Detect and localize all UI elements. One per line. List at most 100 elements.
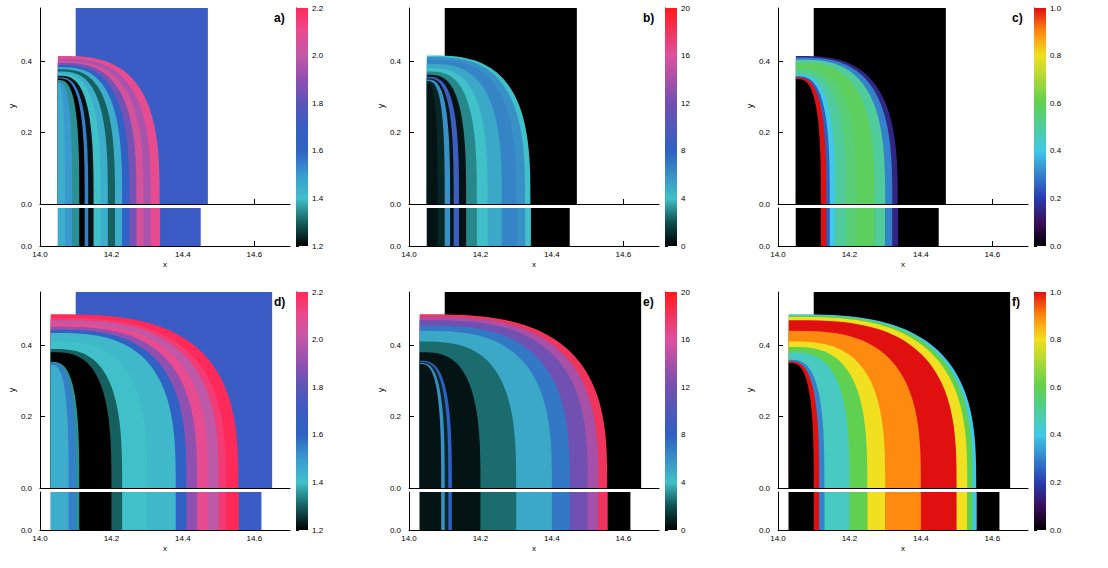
svg-text:0.4: 0.4 bbox=[21, 57, 33, 66]
svg-text:y: y bbox=[7, 103, 17, 108]
svg-text:c): c) bbox=[1012, 11, 1023, 25]
svg-text:16: 16 bbox=[681, 51, 690, 60]
svg-text:0.2: 0.2 bbox=[759, 412, 771, 421]
svg-text:x: x bbox=[163, 260, 167, 269]
svg-text:y: y bbox=[745, 103, 755, 108]
svg-text:14.0: 14.0 bbox=[770, 534, 786, 543]
svg-text:1.6: 1.6 bbox=[312, 430, 324, 439]
svg-text:14.0: 14.0 bbox=[770, 250, 786, 259]
svg-text:14.4: 14.4 bbox=[175, 534, 191, 543]
svg-text:14.0: 14.0 bbox=[32, 534, 48, 543]
svg-text:1.8: 1.8 bbox=[312, 383, 324, 392]
svg-text:0.4: 0.4 bbox=[390, 57, 402, 66]
svg-text:20: 20 bbox=[681, 288, 690, 297]
svg-text:14.4: 14.4 bbox=[544, 534, 560, 543]
svg-text:16: 16 bbox=[681, 335, 690, 344]
svg-text:0.6: 0.6 bbox=[1050, 99, 1062, 108]
svg-text:x: x bbox=[901, 260, 905, 269]
svg-text:f): f) bbox=[1012, 295, 1020, 309]
svg-text:14.4: 14.4 bbox=[913, 250, 929, 259]
svg-text:14.6: 14.6 bbox=[615, 250, 631, 259]
svg-text:14.2: 14.2 bbox=[842, 534, 858, 543]
svg-text:0.0: 0.0 bbox=[759, 526, 771, 535]
svg-text:0: 0 bbox=[681, 242, 686, 251]
svg-text:14.0: 14.0 bbox=[401, 250, 417, 259]
svg-text:0.4: 0.4 bbox=[390, 341, 402, 350]
svg-text:0.2: 0.2 bbox=[1050, 194, 1062, 203]
svg-text:0.0: 0.0 bbox=[390, 242, 402, 251]
svg-text:12: 12 bbox=[681, 99, 690, 108]
svg-text:0.0: 0.0 bbox=[21, 200, 33, 209]
svg-text:14.4: 14.4 bbox=[175, 250, 191, 259]
svg-text:14.0: 14.0 bbox=[401, 534, 417, 543]
svg-text:x: x bbox=[532, 260, 536, 269]
svg-text:a): a) bbox=[274, 11, 285, 25]
svg-text:d): d) bbox=[274, 295, 285, 309]
svg-text:14.2: 14.2 bbox=[473, 534, 489, 543]
svg-text:0.6: 0.6 bbox=[1050, 383, 1062, 392]
svg-text:0.0: 0.0 bbox=[21, 484, 33, 493]
svg-text:2.2: 2.2 bbox=[312, 288, 324, 297]
svg-text:14.6: 14.6 bbox=[984, 534, 1000, 543]
svg-text:1.4: 1.4 bbox=[312, 478, 324, 487]
svg-text:0.2: 0.2 bbox=[21, 128, 33, 137]
svg-text:0.4: 0.4 bbox=[21, 341, 33, 350]
svg-text:x: x bbox=[532, 544, 536, 553]
svg-text:14.4: 14.4 bbox=[544, 250, 560, 259]
svg-text:14.6: 14.6 bbox=[615, 534, 631, 543]
svg-text:0.0: 0.0 bbox=[1050, 242, 1062, 251]
svg-text:0.4: 0.4 bbox=[759, 341, 771, 350]
svg-text:0: 0 bbox=[681, 526, 686, 535]
svg-text:x: x bbox=[163, 544, 167, 553]
svg-text:14.2: 14.2 bbox=[104, 250, 120, 259]
svg-text:0.0: 0.0 bbox=[390, 484, 402, 493]
svg-text:2.2: 2.2 bbox=[312, 4, 324, 13]
svg-text:b): b) bbox=[643, 11, 654, 25]
svg-text:0.0: 0.0 bbox=[759, 484, 771, 493]
svg-text:y: y bbox=[7, 387, 17, 392]
svg-text:14.0: 14.0 bbox=[32, 250, 48, 259]
svg-text:0.0: 0.0 bbox=[759, 200, 771, 209]
svg-text:0.8: 0.8 bbox=[1050, 335, 1062, 344]
svg-text:14.6: 14.6 bbox=[984, 250, 1000, 259]
svg-text:2.0: 2.0 bbox=[312, 51, 324, 60]
svg-text:4: 4 bbox=[681, 194, 686, 203]
svg-text:0.4: 0.4 bbox=[1050, 146, 1062, 155]
svg-text:1.6: 1.6 bbox=[312, 146, 324, 155]
svg-text:14.2: 14.2 bbox=[473, 250, 489, 259]
svg-text:0.0: 0.0 bbox=[21, 242, 33, 251]
svg-text:0.2: 0.2 bbox=[1050, 478, 1062, 487]
svg-text:0.2: 0.2 bbox=[759, 128, 771, 137]
svg-text:0.2: 0.2 bbox=[21, 412, 33, 421]
svg-text:0.8: 0.8 bbox=[1050, 51, 1062, 60]
svg-text:1.8: 1.8 bbox=[312, 99, 324, 108]
svg-text:e): e) bbox=[643, 295, 654, 309]
svg-text:0.4: 0.4 bbox=[759, 57, 771, 66]
svg-text:0.4: 0.4 bbox=[1050, 430, 1062, 439]
svg-text:8: 8 bbox=[681, 430, 686, 439]
svg-text:8: 8 bbox=[681, 146, 686, 155]
svg-text:y: y bbox=[376, 387, 386, 392]
svg-text:2.0: 2.0 bbox=[312, 335, 324, 344]
svg-text:0.2: 0.2 bbox=[390, 412, 402, 421]
svg-text:0.2: 0.2 bbox=[390, 128, 402, 137]
svg-text:1.0: 1.0 bbox=[1050, 288, 1062, 297]
svg-text:1.4: 1.4 bbox=[312, 194, 324, 203]
svg-text:14.2: 14.2 bbox=[104, 534, 120, 543]
svg-text:0.0: 0.0 bbox=[390, 526, 402, 535]
svg-text:y: y bbox=[745, 387, 755, 392]
svg-text:14.2: 14.2 bbox=[842, 250, 858, 259]
svg-text:0.0: 0.0 bbox=[21, 526, 33, 535]
svg-text:1.0: 1.0 bbox=[1050, 4, 1062, 13]
svg-text:y: y bbox=[376, 103, 386, 108]
svg-text:0.0: 0.0 bbox=[1050, 526, 1062, 535]
svg-text:14.6: 14.6 bbox=[246, 534, 262, 543]
svg-text:0.0: 0.0 bbox=[759, 242, 771, 251]
svg-text:4: 4 bbox=[681, 478, 686, 487]
svg-text:20: 20 bbox=[681, 4, 690, 13]
svg-text:0.0: 0.0 bbox=[390, 200, 402, 209]
svg-text:12: 12 bbox=[681, 383, 690, 392]
svg-text:1.2: 1.2 bbox=[312, 526, 324, 535]
svg-text:14.6: 14.6 bbox=[246, 250, 262, 259]
svg-text:1.2: 1.2 bbox=[312, 242, 324, 251]
